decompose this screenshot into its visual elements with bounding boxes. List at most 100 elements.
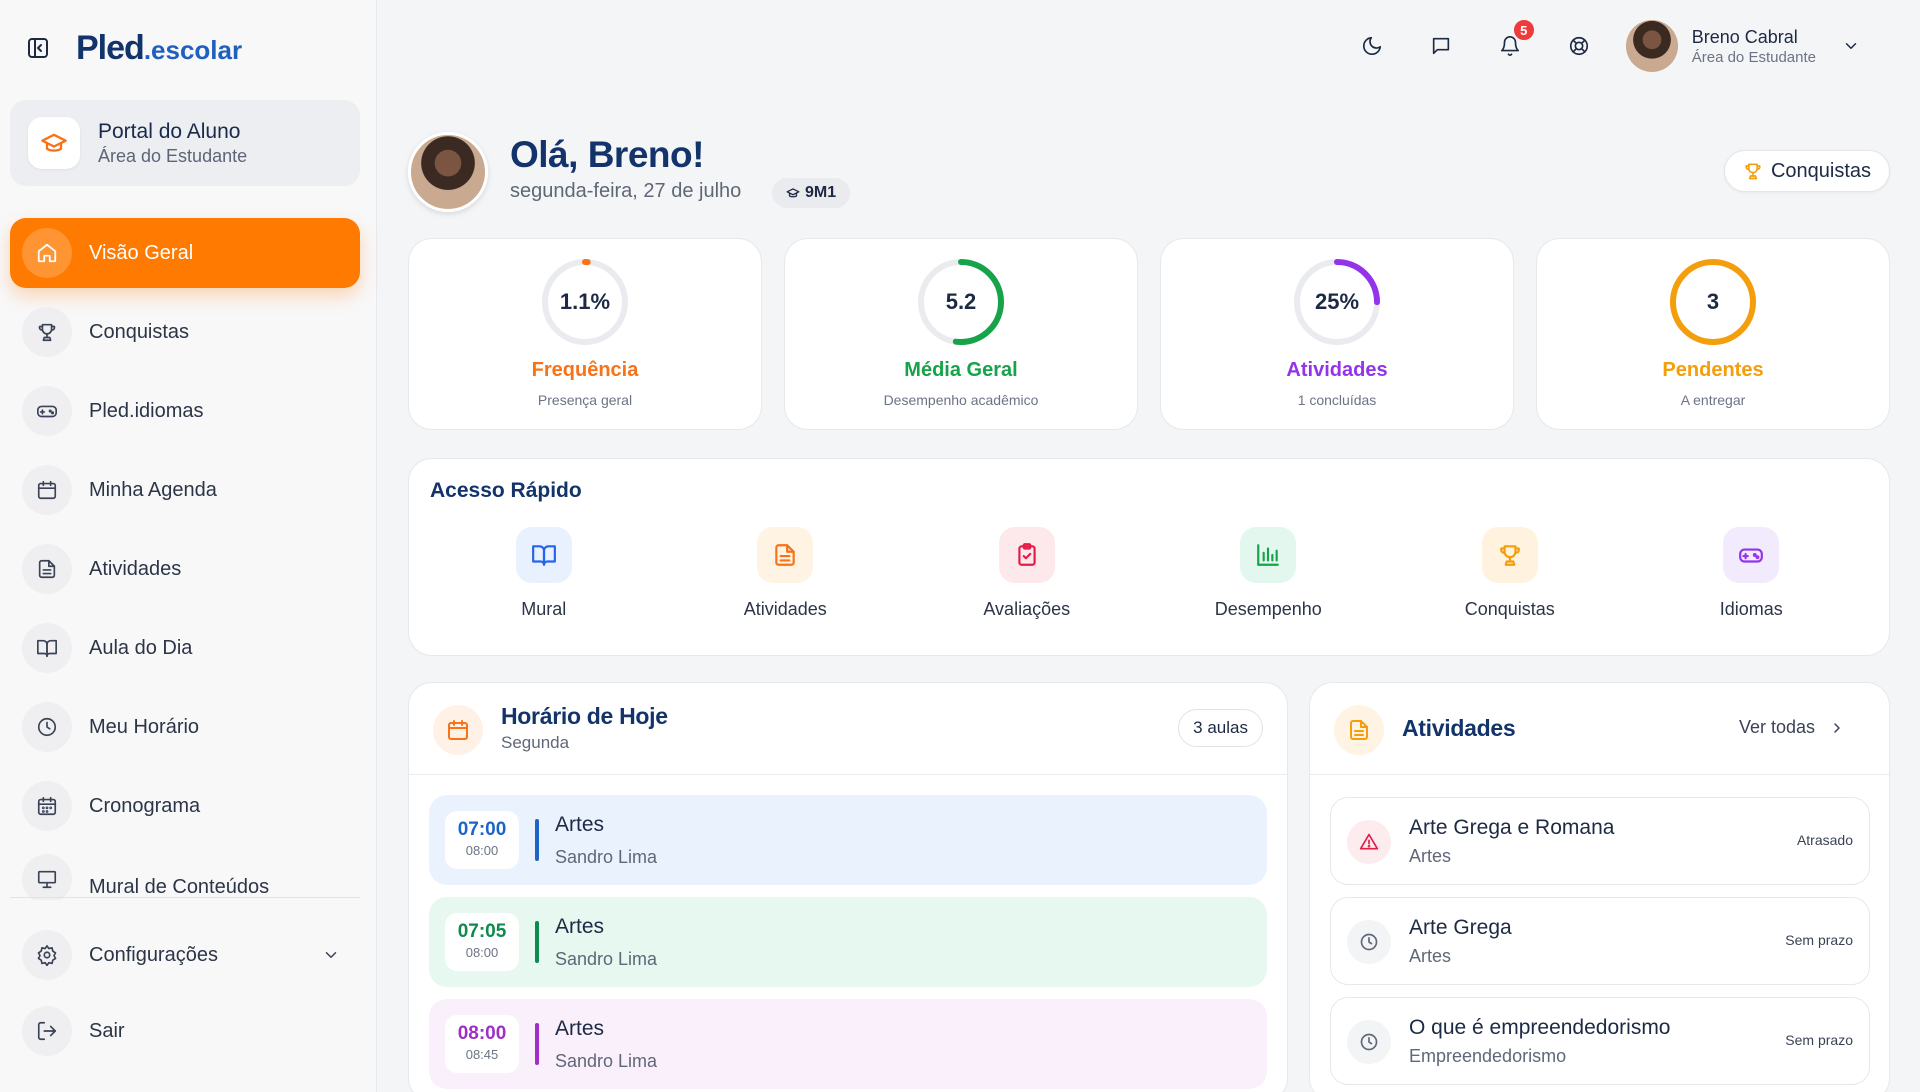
schedule-slot[interactable]: 07:00 08:00 Artes Sandro Lima bbox=[429, 795, 1267, 885]
messages-button[interactable] bbox=[1421, 26, 1461, 66]
stat-card-media[interactable]: 5.2 Média Geral Desempenho acadêmico bbox=[784, 238, 1138, 430]
achievements-button-label: Conquistas bbox=[1770, 159, 1871, 182]
logo-main: Pled bbox=[76, 28, 145, 67]
sidebar-item-agenda[interactable]: Minha Agenda bbox=[10, 455, 360, 525]
activity-subject: Artes bbox=[1409, 846, 1452, 866]
quick-access-label: Idiomas bbox=[1719, 599, 1783, 619]
sidebar: Pled .escolar Portal do Aluno Área do Es… bbox=[0, 0, 377, 1092]
top-header: 5 Breno Cabral Área do Estudante bbox=[378, 0, 1920, 98]
sidebar-collapse-icon[interactable] bbox=[24, 34, 52, 62]
stat-value: 25% bbox=[1314, 289, 1360, 314]
moon-icon bbox=[1362, 36, 1381, 56]
quick-access-label: Avaliações bbox=[983, 599, 1071, 619]
help-button[interactable] bbox=[1559, 26, 1599, 66]
sidebar-top: Pled .escolar bbox=[24, 28, 242, 68]
activity-subject: Empreendedorismo bbox=[1409, 1046, 1567, 1066]
sidebar-item-label: Configurações bbox=[89, 943, 218, 966]
stat-card-pendentes[interactable]: 3 Pendentes A entregar bbox=[1536, 238, 1890, 430]
slot-start-time: 07:00 bbox=[457, 819, 507, 840]
schedule-subtitle: Segunda bbox=[501, 733, 570, 752]
sidebar-item-label: Visão Geral bbox=[89, 241, 194, 264]
stat-value: 3 bbox=[1706, 289, 1720, 314]
slot-end-time: 08:00 bbox=[465, 843, 499, 858]
stat-value: 1.1% bbox=[559, 289, 611, 314]
clock-icon bbox=[22, 702, 72, 752]
sidebar-item-atividades[interactable]: Atividades bbox=[10, 534, 360, 604]
stat-value: 5.2 bbox=[945, 289, 977, 314]
sidebar-item-label: Sair bbox=[89, 1019, 125, 1042]
theme-toggle-button[interactable] bbox=[1352, 26, 1392, 66]
progress-ring: 25% bbox=[1292, 257, 1382, 347]
activity-status: Sem prazo bbox=[1785, 1032, 1853, 1048]
bar-chart-icon bbox=[1240, 527, 1297, 583]
sidebar-item-meu-horario[interactable]: Meu Horário bbox=[10, 692, 360, 762]
book-icon bbox=[22, 623, 72, 673]
sidebar-item-label: Minha Agenda bbox=[89, 478, 217, 501]
chevron-right-icon bbox=[1834, 722, 1840, 733]
notifications-button[interactable]: 5 bbox=[1490, 18, 1536, 66]
logo[interactable]: Pled .escolar bbox=[76, 29, 242, 68]
page-title: Olá, Breno! bbox=[510, 134, 704, 175]
activity-item[interactable]: Arte Grega Artes Sem prazo bbox=[1330, 897, 1870, 985]
slot-end-time: 08:00 bbox=[465, 945, 499, 960]
sidebar-item-sair[interactable]: Sair bbox=[10, 996, 360, 1066]
progress-ring: 1.1% bbox=[540, 257, 630, 347]
slot-teacher: Sandro Lima bbox=[555, 847, 658, 867]
graduation-cap-icon bbox=[28, 117, 80, 169]
sidebar-item-aula-do-dia[interactable]: Aula do Dia bbox=[10, 613, 360, 683]
calendar-icon bbox=[22, 465, 72, 515]
chevron-down-icon bbox=[1845, 43, 1857, 49]
stat-title: Pendentes bbox=[1662, 359, 1764, 381]
slot-time: 07:05 08:00 bbox=[445, 913, 519, 971]
lifebuoy-icon bbox=[1569, 36, 1588, 56]
slot-time: 08:00 08:45 bbox=[445, 1015, 519, 1073]
sidebar-item-visao-geral[interactable]: Visão Geral bbox=[10, 218, 360, 288]
activities-title: Atividades bbox=[1402, 715, 1516, 741]
activity-item[interactable]: Arte Grega e Romana Artes Atrasado bbox=[1330, 797, 1870, 885]
stat-subtitle: Desempenho acadêmico bbox=[883, 392, 1039, 408]
quick-access-mural[interactable]: Mural bbox=[423, 527, 665, 620]
quick-access-atividades[interactable]: Atividades bbox=[665, 527, 907, 620]
bell-icon bbox=[1500, 36, 1519, 56]
sidebar-item-label: Cronograma bbox=[89, 794, 201, 817]
graduation-cap-icon bbox=[786, 188, 800, 198]
header-actions: 5 Breno Cabral Área do Estudante bbox=[1323, 18, 1920, 72]
quick-access-desempenho[interactable]: Desempenho bbox=[1148, 527, 1390, 620]
activities-list: Arte Grega e Romana Artes Atrasado Arte … bbox=[1330, 797, 1870, 1092]
clock-icon bbox=[1347, 1020, 1391, 1064]
slot-subject: Artes bbox=[555, 1017, 605, 1040]
calendar-grid-icon bbox=[22, 781, 72, 831]
sidebar-item-mural[interactable]: Mural de Conteúdos bbox=[10, 850, 360, 900]
sidebar-item-configuracoes[interactable]: Configurações bbox=[10, 920, 360, 990]
stat-card-atividades[interactable]: 25% Atividades 1 concluídas bbox=[1160, 238, 1514, 430]
class-badge: 9M1 bbox=[772, 178, 851, 208]
schedule-slot[interactable]: 08:00 08:45 Artes Sandro Lima bbox=[429, 999, 1267, 1089]
trophy-icon bbox=[1745, 163, 1761, 180]
chevron-down-icon bbox=[325, 952, 337, 958]
slot-teacher: Sandro Lima bbox=[555, 1051, 658, 1071]
quick-access-conquistas[interactable]: Conquistas bbox=[1389, 527, 1631, 620]
activity-item[interactable]: O que é empreendedorismo Empreendedorism… bbox=[1330, 997, 1870, 1085]
activity-title: Arte Grega bbox=[1409, 916, 1512, 939]
quick-access-avaliacoes[interactable]: Avaliações bbox=[906, 527, 1148, 620]
sidebar-item-idiomas[interactable]: Pled.idiomas bbox=[10, 376, 360, 446]
quick-access-label: Conquistas bbox=[1464, 599, 1555, 619]
schedule-slot[interactable]: 07:05 08:00 Artes Sandro Lima bbox=[429, 897, 1267, 987]
stat-card-frequencia[interactable]: 1.1% Frequência Presença geral bbox=[408, 238, 762, 430]
trophy-icon bbox=[22, 307, 72, 357]
portal-subtitle: Área do Estudante bbox=[98, 145, 248, 166]
achievements-button[interactable]: Conquistas bbox=[1723, 150, 1890, 192]
see-all-link[interactable]: Ver todas bbox=[1739, 717, 1845, 738]
user-menu[interactable]: Breno Cabral Área do Estudante bbox=[1625, 20, 1860, 72]
presentation-icon bbox=[22, 854, 72, 900]
user-role: Área do Estudante bbox=[1691, 48, 1816, 66]
sidebar-item-cronograma[interactable]: Cronograma bbox=[10, 771, 360, 841]
activity-title: O que é empreendedorismo bbox=[1409, 1016, 1671, 1039]
sidebar-item-label: Conquistas bbox=[89, 320, 190, 343]
quick-access-idiomas[interactable]: Idiomas bbox=[1631, 527, 1873, 620]
stat-title: Média Geral bbox=[904, 359, 1018, 381]
gamepad-icon bbox=[22, 386, 72, 436]
schedule-slots: 07:00 08:00 Artes Sandro Lima 07:05 08:0… bbox=[429, 795, 1267, 1092]
sidebar-item-conquistas[interactable]: Conquistas bbox=[10, 297, 360, 367]
calendar-icon bbox=[433, 705, 483, 755]
